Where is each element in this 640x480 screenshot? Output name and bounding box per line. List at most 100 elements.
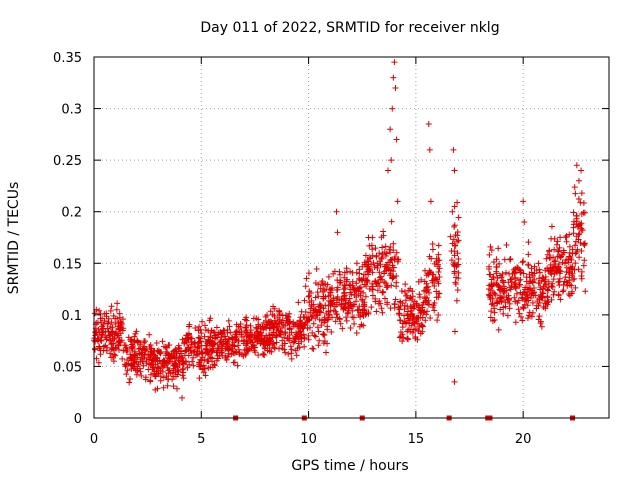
data-point — [98, 326, 105, 333]
data-point — [324, 323, 331, 330]
data-point — [306, 292, 313, 299]
data-point — [160, 384, 167, 391]
data-point — [549, 280, 556, 287]
data-point — [91, 310, 98, 317]
data-point — [452, 279, 459, 286]
data-point — [131, 348, 138, 355]
data-point — [384, 301, 391, 308]
y-tick-label: 0.15 — [53, 257, 82, 272]
data-point — [489, 273, 496, 280]
data-point — [261, 335, 268, 342]
data-point — [313, 266, 320, 273]
data-point — [372, 295, 379, 302]
data-point — [119, 355, 126, 362]
data-point — [520, 258, 527, 265]
data-point — [201, 333, 208, 340]
data-point — [302, 308, 309, 315]
data-point — [308, 301, 315, 308]
data-point — [549, 283, 556, 290]
data-point — [419, 322, 426, 329]
data-point — [572, 284, 579, 291]
data-point — [454, 286, 461, 293]
data-point — [565, 290, 572, 297]
data-point — [532, 292, 539, 299]
data-point — [282, 312, 289, 319]
data-point — [521, 301, 528, 308]
data-point — [578, 211, 585, 218]
data-point — [134, 339, 141, 346]
data-point — [563, 238, 570, 245]
data-point — [373, 308, 380, 315]
data-point — [377, 300, 384, 307]
data-point — [523, 278, 530, 285]
data-point — [578, 227, 585, 234]
data-point — [551, 235, 558, 242]
data-point — [570, 221, 577, 228]
data-point — [378, 234, 385, 241]
data-point — [306, 324, 313, 331]
data-point — [389, 105, 396, 112]
data-point — [418, 276, 425, 283]
data-point — [254, 332, 261, 339]
data-point — [575, 177, 582, 184]
data-point — [501, 256, 508, 263]
data-point — [546, 247, 553, 254]
data-point — [390, 264, 397, 271]
data-point — [486, 251, 493, 258]
data-point — [517, 276, 524, 283]
data-point — [435, 251, 442, 258]
data-point — [570, 230, 577, 237]
data-point — [526, 274, 533, 281]
data-point — [99, 315, 106, 322]
data-point — [183, 347, 190, 354]
data-point — [327, 307, 334, 314]
data-point — [249, 339, 256, 346]
data-point — [431, 299, 438, 306]
y-tick-label: 0.3 — [61, 103, 82, 118]
data-point — [315, 342, 322, 349]
data-point — [323, 286, 330, 293]
data-point — [401, 312, 408, 319]
data-point — [488, 308, 495, 315]
data-point — [566, 249, 573, 256]
data-point — [123, 371, 130, 378]
data-point — [348, 291, 355, 298]
data-point — [135, 346, 142, 353]
data-point — [368, 304, 375, 311]
data-point — [492, 291, 499, 298]
data-point — [515, 297, 522, 304]
data-point — [525, 251, 532, 258]
data-point — [186, 321, 193, 328]
data-point — [288, 355, 295, 362]
data-point — [114, 300, 121, 307]
data-point — [151, 348, 158, 355]
data-point — [356, 285, 363, 292]
data-point — [425, 121, 432, 128]
data-point — [386, 272, 393, 279]
data-point — [454, 238, 461, 245]
data-point — [189, 358, 196, 365]
data-point — [166, 367, 173, 374]
data-point — [257, 340, 264, 347]
data-point — [378, 255, 385, 262]
data-point — [274, 314, 281, 321]
data-point — [578, 275, 585, 282]
data-point — [147, 378, 154, 385]
data-point — [379, 309, 386, 316]
data-point — [551, 258, 558, 265]
data-point — [116, 326, 123, 333]
data-point — [120, 325, 127, 332]
data-point — [419, 314, 426, 321]
data-point — [242, 324, 249, 331]
data-point — [575, 266, 582, 273]
data-point — [149, 364, 156, 371]
data-point — [573, 249, 580, 256]
data-point — [103, 336, 110, 343]
data-point — [487, 243, 494, 250]
data-point — [310, 346, 317, 353]
data-point — [370, 259, 377, 266]
data-point — [138, 372, 145, 379]
data-point — [273, 339, 280, 346]
data-point — [390, 247, 397, 254]
data-point — [347, 286, 354, 293]
